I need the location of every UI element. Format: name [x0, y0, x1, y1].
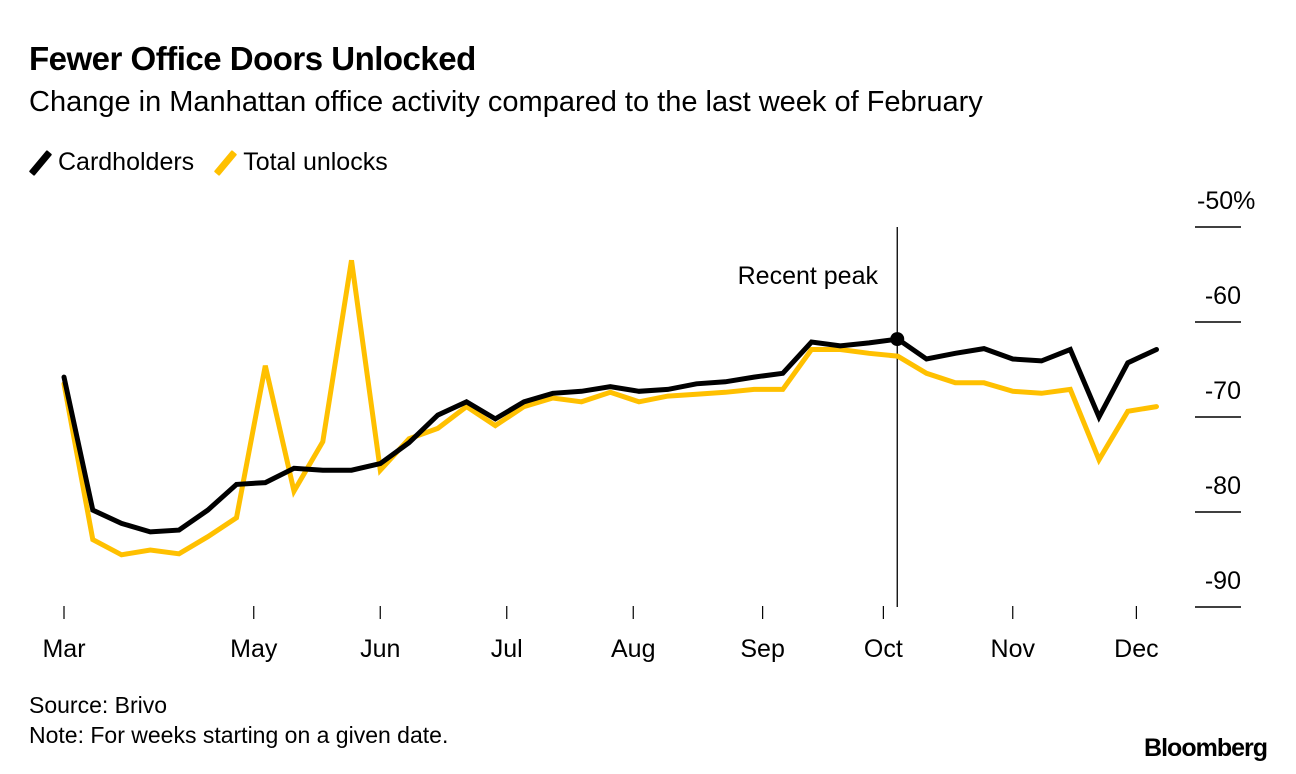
x-tick-label: Mar [42, 635, 85, 663]
chart-legend: Cardholders Total unlocks [28, 148, 408, 177]
y-tick-label: -50% [1197, 187, 1255, 215]
y-tick-label: -70 [1205, 377, 1241, 405]
x-tick-label: Jun [360, 635, 400, 663]
y-tick-label: -80 [1205, 472, 1241, 500]
legend-item-total-unlocks: Total unlocks [214, 148, 388, 177]
series-line-total-unlocks [61, 259, 1159, 558]
x-tick-label: Oct [864, 635, 903, 663]
legend-label-total-unlocks: Total unlocks [243, 148, 388, 176]
x-tick-label: Jul [491, 635, 523, 663]
x-tick-label: Dec [1114, 635, 1158, 663]
x-axis: Mar May Jun Jul Aug Sep Oct Nov Dec [42, 606, 1159, 663]
chart-title: Fewer Office Doors Unlocked [29, 40, 476, 77]
x-tick-label: Sep [740, 635, 784, 663]
series-layer [61, 259, 1159, 558]
y-tick-label: -90 [1205, 567, 1241, 595]
bloomberg-logo: Bloomberg [1144, 734, 1268, 762]
marker-layer [890, 332, 905, 347]
x-tick-label: Aug [611, 635, 655, 663]
source-note: Source: Brivo [29, 692, 168, 718]
y-axis: -50% -60 -70 -80 -90 [1195, 187, 1255, 608]
x-tick-label: Nov [991, 635, 1036, 663]
y-tick-label: -60 [1205, 282, 1241, 310]
legend-item-cardholders: Cardholders [28, 148, 195, 177]
annotation-label: Recent peak [738, 262, 879, 290]
legend-label-cardholders: Cardholders [58, 148, 195, 176]
x-tick-label: May [230, 635, 278, 663]
footnote: Note: For weeks starting on a given date… [29, 722, 449, 748]
peak-marker [890, 332, 905, 347]
chart-subtitle: Change in Manhattan office activity comp… [29, 86, 983, 118]
annotation-layer: Recent peak [738, 227, 898, 607]
series-line-cardholders [61, 336, 1159, 535]
